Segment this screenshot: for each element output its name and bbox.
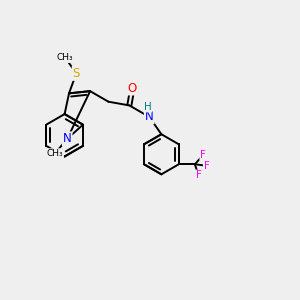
- Text: F: F: [196, 170, 201, 181]
- Text: F: F: [200, 150, 206, 160]
- Text: N: N: [145, 110, 154, 123]
- Text: F: F: [204, 161, 210, 171]
- Text: O: O: [128, 82, 137, 94]
- Text: CH₃: CH₃: [57, 53, 74, 62]
- Text: CH₃: CH₃: [46, 149, 63, 158]
- Text: H: H: [144, 102, 152, 112]
- Text: N: N: [63, 132, 72, 146]
- Text: S: S: [73, 67, 80, 80]
